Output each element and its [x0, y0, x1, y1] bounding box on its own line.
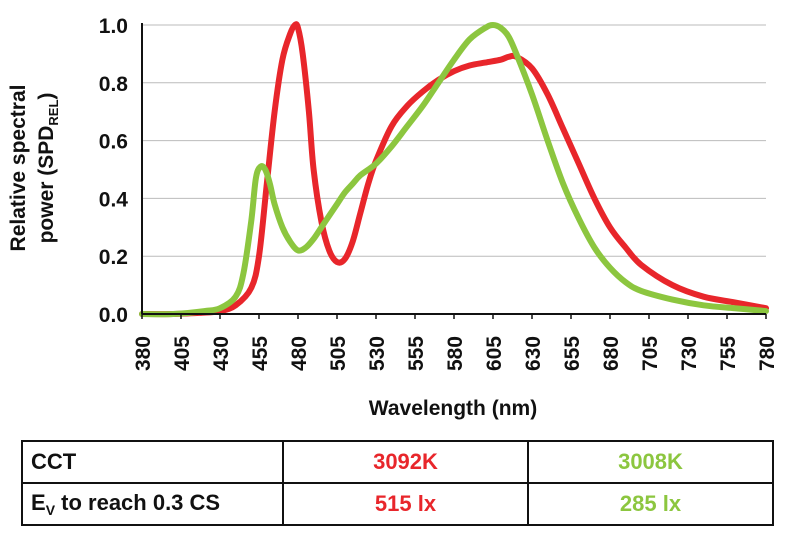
x-tick-label: 705 [639, 336, 662, 371]
cct-label: CCT [21, 440, 284, 484]
y-axis-label-line2: power (SPDREL) [35, 93, 61, 244]
y-tick-label: 0.8 [99, 73, 129, 96]
spectral-power-chart: 0.0 0.2 0.4 0.6 0.8 1.0 380 405 430 455 480 505 530… [7, 15, 779, 420]
spectrum-data-table: CCT 3092K 3008K EV to reach 0.3 CS 515 l… [21, 440, 774, 526]
axes [141, 23, 766, 315]
x-axis-label: Wavelength (nm) [369, 397, 537, 420]
y-tick-label: 0.2 [99, 246, 128, 269]
ev-label: EV to reach 0.3 CS [21, 482, 284, 526]
x-tick-label: 755 [717, 336, 740, 371]
series-lines [139, 21, 769, 318]
x-tick-label: 430 [210, 336, 233, 371]
x-tick-label: 405 [171, 336, 194, 371]
x-tick-label: 380 [132, 336, 155, 371]
x-tick-label: 630 [522, 336, 545, 371]
cct-red-value: 3092K [282, 440, 529, 484]
x-tick-label: 730 [678, 336, 701, 371]
ev-label-rest: to reach 0.3 CS [55, 490, 221, 515]
y-axis-label-line1: Relative spectral [7, 85, 30, 252]
y-tick-labels: 0.0 0.2 0.4 0.6 0.8 1.0 [99, 15, 129, 327]
x-tick-label: 580 [444, 336, 467, 371]
ev-label-sub: V [45, 502, 56, 518]
y-tick-label: 0.6 [99, 131, 128, 154]
y-axis-label-sub: REL [46, 100, 61, 126]
y-tick-label: 0.0 [99, 304, 128, 327]
table-row-cct: CCT 3092K 3008K [21, 440, 774, 484]
y-axis-label: Relative spectral power (SPDREL) [7, 85, 61, 252]
x-tick-label: 505 [327, 336, 350, 371]
y-axis-label-suffix: ) [35, 93, 58, 100]
cct-label-text: CCT [31, 449, 77, 474]
y-tick-label: 0.4 [99, 188, 129, 211]
x-tick-label: 555 [405, 336, 428, 371]
x-tick-labels: 380 405 430 455 480 505 530 555 580 605 630 655 680 7… [132, 314, 779, 371]
y-axis-label-prefix: power (SPD [35, 126, 58, 244]
x-tick-label: 530 [366, 336, 389, 371]
table-row-ev: EV to reach 0.3 CS 515 lx 285 lx [21, 482, 774, 526]
x-tick-label: 480 [288, 336, 311, 371]
series-line-green [139, 22, 769, 318]
ev-red-value: 515 lx [282, 482, 529, 526]
cct-green-value: 3008K [527, 440, 774, 484]
x-tick-label: 780 [756, 336, 779, 371]
series-line-red [139, 21, 769, 318]
x-tick-label: 680 [600, 336, 623, 371]
x-tick-label: 455 [249, 336, 272, 371]
y-tick-label: 1.0 [99, 15, 128, 38]
x-tick-label: 655 [561, 336, 584, 371]
ev-label-main: E [31, 490, 46, 515]
x-tick-label: 605 [483, 336, 506, 371]
ev-green-value: 285 lx [527, 482, 774, 526]
